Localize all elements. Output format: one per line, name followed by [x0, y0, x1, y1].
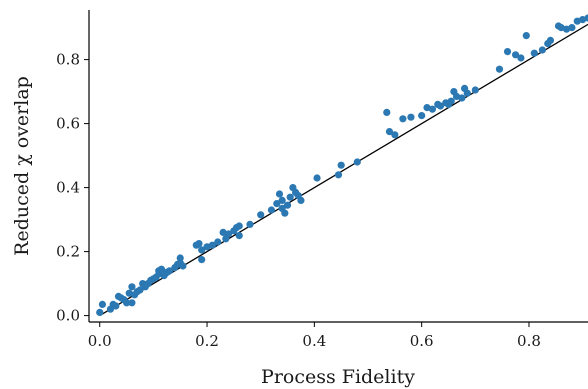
data-point	[538, 46, 546, 54]
data-point	[198, 256, 206, 264]
data-point	[353, 158, 361, 166]
data-point	[195, 240, 203, 248]
data-point	[122, 299, 131, 307]
data-point	[179, 262, 187, 270]
data-point	[286, 193, 294, 201]
data-point	[399, 115, 407, 123]
data-point	[471, 86, 479, 94]
data-point	[273, 200, 281, 208]
data-point	[428, 105, 436, 113]
data-point	[278, 196, 286, 204]
data-point	[246, 220, 254, 228]
data-point	[157, 265, 166, 273]
x-tick-label: 0.2	[195, 332, 219, 350]
x-tick-label: 0.8	[517, 332, 541, 350]
y-tick-label: 0.4	[56, 179, 80, 197]
x-ticks: 0.0 0.2 0.4 0.6 0.8	[88, 322, 541, 350]
data-point	[96, 308, 104, 316]
data-point	[385, 128, 394, 136]
data-point	[463, 89, 471, 97]
data-point	[165, 267, 174, 275]
y-tick-label: 0.0	[56, 307, 80, 325]
data-point	[436, 102, 445, 110]
data-point	[503, 48, 512, 56]
data-point	[511, 51, 520, 59]
x-tick-label: 0.6	[410, 332, 434, 350]
data-point	[391, 131, 399, 139]
data-point	[267, 206, 276, 214]
data-point	[458, 94, 466, 102]
data-point	[224, 230, 233, 238]
x-tick-label: 0.4	[302, 332, 326, 350]
data-point	[98, 300, 107, 308]
y-tick-label: 0.8	[56, 51, 80, 69]
data-point	[235, 222, 243, 230]
data-point	[584, 14, 588, 22]
data-point	[281, 209, 289, 217]
y-tick-label: 0.6	[56, 115, 80, 133]
y-ticks: 0.0 0.2 0.4 0.6 0.8	[56, 51, 89, 325]
data-point	[136, 286, 144, 294]
data-point	[208, 241, 217, 249]
data-point	[128, 299, 136, 307]
data-point	[517, 54, 525, 62]
axes	[88, 10, 588, 323]
data-point	[337, 161, 345, 169]
data-point	[313, 174, 321, 182]
data-point	[214, 238, 222, 246]
data-point	[257, 211, 265, 219]
data-point	[128, 283, 136, 291]
data-point	[546, 36, 555, 45]
data-point	[283, 201, 292, 209]
data-point	[522, 31, 530, 40]
data-point	[235, 232, 243, 240]
data-point	[568, 24, 576, 32]
data-point	[418, 112, 426, 120]
data-point	[447, 97, 455, 105]
data-point	[275, 190, 284, 198]
data-point	[495, 65, 504, 73]
y-tick-label: 0.2	[56, 243, 80, 261]
data-point	[383, 108, 391, 116]
data-point	[334, 171, 343, 179]
y-axis-title: Reduced χ overlap	[11, 76, 33, 256]
data-point	[176, 254, 184, 262]
data-point	[112, 302, 120, 310]
data-point	[407, 113, 415, 121]
x-axis-title: Process Fidelity	[261, 366, 415, 388]
data-point	[198, 246, 206, 254]
plot-area	[96, 14, 588, 317]
x-tick-label: 0.0	[88, 332, 112, 350]
data-point	[530, 49, 538, 57]
data-point	[297, 196, 305, 204]
